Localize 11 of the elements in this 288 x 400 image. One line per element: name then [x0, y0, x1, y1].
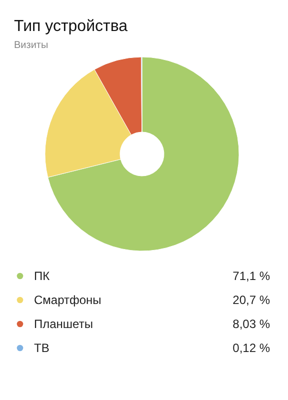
- donut-slice: [48, 56, 240, 252]
- chart-subtitle: Визиты: [14, 40, 48, 51]
- data-label: 0,12 %: [232, 341, 270, 355]
- data-label: 71,1 %: [232, 269, 270, 283]
- data-label: 8,03 %: [232, 317, 270, 331]
- legend-label: ТВ: [34, 341, 50, 355]
- chart-title: Тип устройства: [14, 18, 128, 35]
- data-label: 20,7 %: [232, 293, 270, 307]
- legend-label: ПК: [34, 269, 50, 283]
- legend-label: Смартфоны: [34, 293, 102, 307]
- legend-label: Планшеты: [34, 317, 93, 331]
